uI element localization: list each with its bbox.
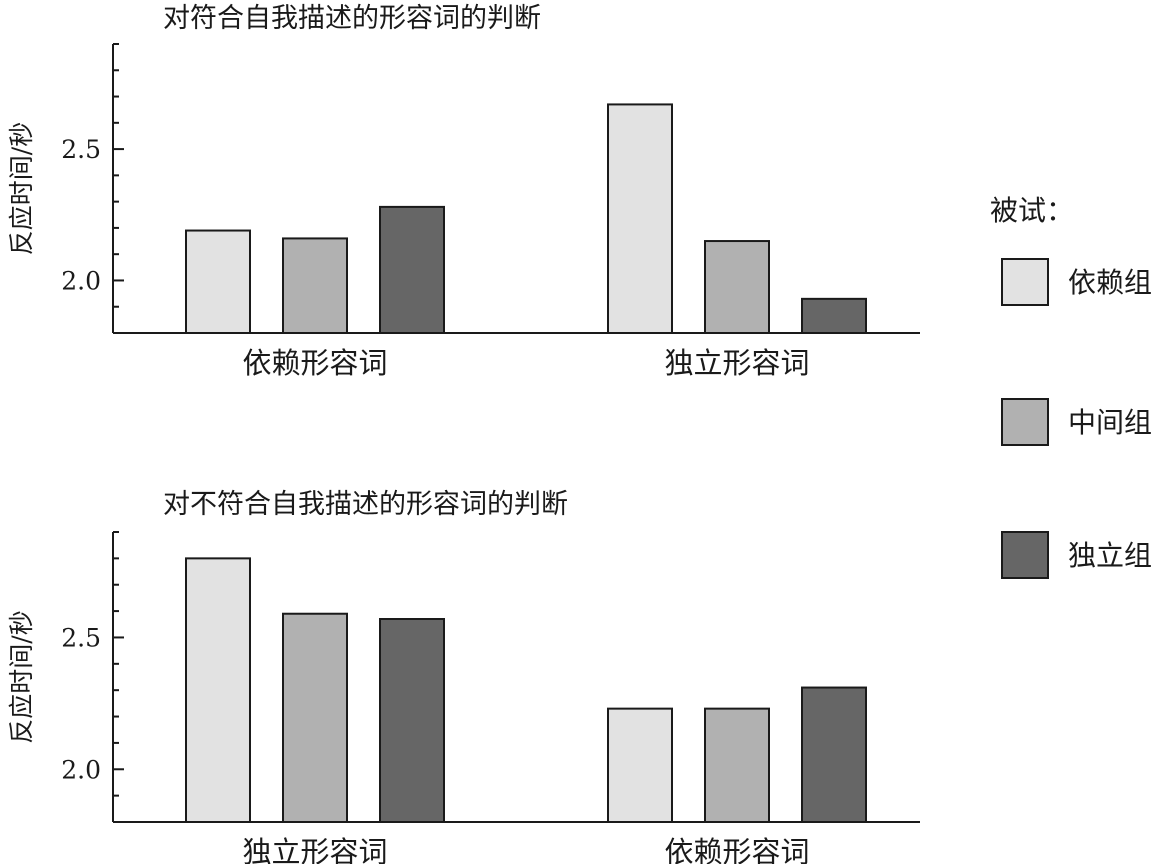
bottom-bar-3-cat-1 xyxy=(379,618,445,823)
legend-swatch-1 xyxy=(1001,258,1049,306)
bottom-bar-1-cat-2 xyxy=(607,707,673,823)
bottom-chart-title: 对不符合自我描述的形容词的判断 xyxy=(163,489,568,520)
legend-title: 被试： xyxy=(990,194,1074,227)
bottom-category-label: 依赖形容词 xyxy=(664,835,809,864)
legend-label-2: 中间组 xyxy=(1068,406,1152,439)
bottom-bar-3-cat-2 xyxy=(801,686,867,824)
legend-label-1: 依赖组 xyxy=(1068,266,1152,299)
top-bar-1-cat-2 xyxy=(607,103,673,334)
top-category-label: 依赖形容词 xyxy=(242,346,387,380)
top-bar-2-cat-1 xyxy=(282,237,348,334)
top-category-label: 独立形容词 xyxy=(664,346,809,380)
bottom-y-axis-label: 反应时间/秒 xyxy=(7,610,36,743)
top-bar-1-cat-1 xyxy=(185,229,251,334)
legend-swatch-3 xyxy=(1001,531,1049,579)
top-y-tick-label: 2.5 xyxy=(61,135,101,164)
legend-swatch-2 xyxy=(1001,398,1049,446)
legend-label-3: 独立组 xyxy=(1068,539,1152,572)
top-bar-3-cat-1 xyxy=(379,205,445,335)
top-bar-2-cat-2 xyxy=(704,240,770,334)
bottom-bar-2-cat-2 xyxy=(704,707,770,823)
bottom-bar-1-cat-1 xyxy=(185,557,251,823)
bottom-y-tick-label: 2.0 xyxy=(61,755,101,784)
bottom-y-tick-label: 2.5 xyxy=(61,623,101,652)
bottom-category-label: 独立形容词 xyxy=(242,835,387,864)
bottom-bar-2-cat-1 xyxy=(282,612,348,824)
top-chart-title: 对符合自我描述的形容词的判断 xyxy=(163,3,541,34)
top-y-axis-label: 反应时间/秒 xyxy=(7,122,36,255)
top-bar-3-cat-2 xyxy=(801,297,867,335)
top-y-tick-label: 2.0 xyxy=(61,266,101,295)
